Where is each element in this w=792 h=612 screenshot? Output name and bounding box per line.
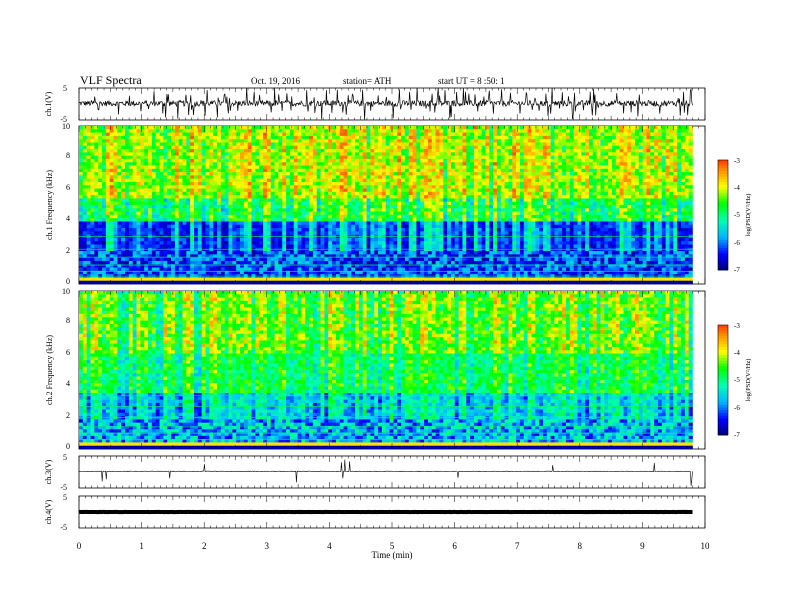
ch3-waveform-ticks — [78, 456, 706, 488]
header-start-ut: start UT = 8 :50: 1 — [438, 76, 505, 86]
cb1-tick-m4: -4 — [734, 184, 740, 192]
ch1-ytick-top: 5 — [63, 84, 67, 93]
figure-title: VLF Spectra — [80, 73, 142, 87]
panel-ch4-waveform: 5 -5 ch.4(V) — [44, 493, 706, 532]
ch4-waveform-ylabel: ch.4(V) — [44, 499, 53, 524]
header-date: Oct. 19, 2016 — [251, 76, 300, 86]
ch1-freq-tick-6: 6 — [66, 183, 70, 192]
cb2-tick-m3: -3 — [734, 322, 740, 330]
time-axis-label: Time (min) — [372, 550, 413, 560]
ch2-freq-tick-8: 8 — [66, 316, 70, 325]
ch2-freq-tick-4: 4 — [66, 379, 70, 388]
ch4-ytick-top: 5 — [63, 493, 67, 502]
cb2-tick-m5: -5 — [734, 376, 740, 384]
panel-ch1-spectrogram: 0 2 4 6 8 10 ch.1 Frequency (kHz) -3 -4 … — [45, 122, 752, 286]
ch2-freq-tick-6: 6 — [66, 348, 70, 357]
ch1-spectrogram-ylabel: ch.1 Frequency (kHz) — [45, 170, 54, 240]
time-tick-label: 7 — [515, 541, 520, 551]
ch1-freq-tick-2: 2 — [66, 246, 70, 255]
ch1-freq-tick-10: 10 — [62, 122, 70, 131]
ch2-freq-tick-0: 0 — [66, 442, 70, 451]
time-tick-label: 3 — [265, 541, 270, 551]
time-axis-tick-labels: 0 1 2 3 4 5 6 7 8 9 10 — [77, 541, 710, 551]
header-station: station= ATH — [343, 76, 392, 86]
panel-ch1-waveform: 5 -5 ch.1(V) — [44, 84, 706, 124]
ch2-spectrogram-image — [79, 291, 693, 450]
ch2-freq-tick-10: 10 — [62, 287, 70, 296]
cb1-tick-m7: -7 — [734, 266, 740, 274]
ch1-spectrogram-image — [79, 126, 693, 285]
cb1-tick-m5: -5 — [734, 211, 740, 219]
time-tick-label: 10 — [701, 541, 711, 551]
ch2-freq-tick-2: 2 — [66, 411, 70, 420]
cb1-tick-m3: -3 — [734, 157, 740, 165]
ch3-ytick-top: 5 — [63, 453, 67, 462]
cb2-tick-m6: -6 — [734, 404, 740, 412]
ch3-waveform-ylabel: ch.3(V) — [44, 459, 53, 484]
cb2-tick-m4: -4 — [734, 349, 740, 357]
time-tick-label: 9 — [640, 541, 645, 551]
cb2-tick-m7: -7 — [734, 431, 740, 439]
time-tick-label: 1 — [139, 541, 144, 551]
ch3-ytick-bottom: -5 — [60, 483, 67, 492]
ch1-freq-tick-0: 0 — [66, 277, 70, 286]
panel-ch2-spectrogram: 0 2 4 6 8 10 ch.2 Frequency (kHz) -3 -4 … — [45, 287, 752, 451]
ch4-ytick-bottom: -5 — [60, 523, 67, 532]
ch2-spectrogram-ticks — [78, 291, 706, 449]
ch1-waveform-ylabel: ch.1(V) — [44, 91, 53, 116]
ch2-spectrogram-ylabel: ch.2 Frequency (kHz) — [45, 335, 54, 405]
time-tick-label: 0 — [77, 541, 82, 551]
cb1-label: log(PSD(V²/Hz) — [745, 194, 752, 237]
ch1-waveform-ticks — [78, 88, 706, 120]
cb2-label: log(PSD(V²/Hz) — [745, 359, 752, 402]
ch1-freq-tick-8: 8 — [66, 151, 70, 160]
time-tick-label: 5 — [390, 541, 395, 551]
ch1-colorbar: -3 -4 -5 -6 -7 log(PSD(V²/Hz) — [717, 157, 752, 274]
panel-ch3-waveform: 5 -5 ch.3(V) — [44, 453, 706, 492]
time-tick-label: 4 — [327, 541, 332, 551]
cb1-tick-m6: -6 — [734, 239, 740, 247]
ch2-colorbar: -3 -4 -5 -6 -7 log(PSD(V²/Hz) — [717, 322, 752, 439]
ch1-freq-tick-4: 4 — [66, 214, 70, 223]
ch3-waveform-trace — [78, 459, 693, 486]
time-tick-label: 8 — [578, 541, 583, 551]
ch4-waveform-ticks — [78, 496, 706, 528]
time-tick-label: 6 — [452, 541, 457, 551]
time-tick-label: 2 — [202, 541, 207, 551]
ch1-ytick-bottom: -5 — [60, 115, 67, 124]
ch1-spectrogram-ticks — [78, 126, 706, 284]
ch1-waveform-trace — [78, 87, 693, 120]
